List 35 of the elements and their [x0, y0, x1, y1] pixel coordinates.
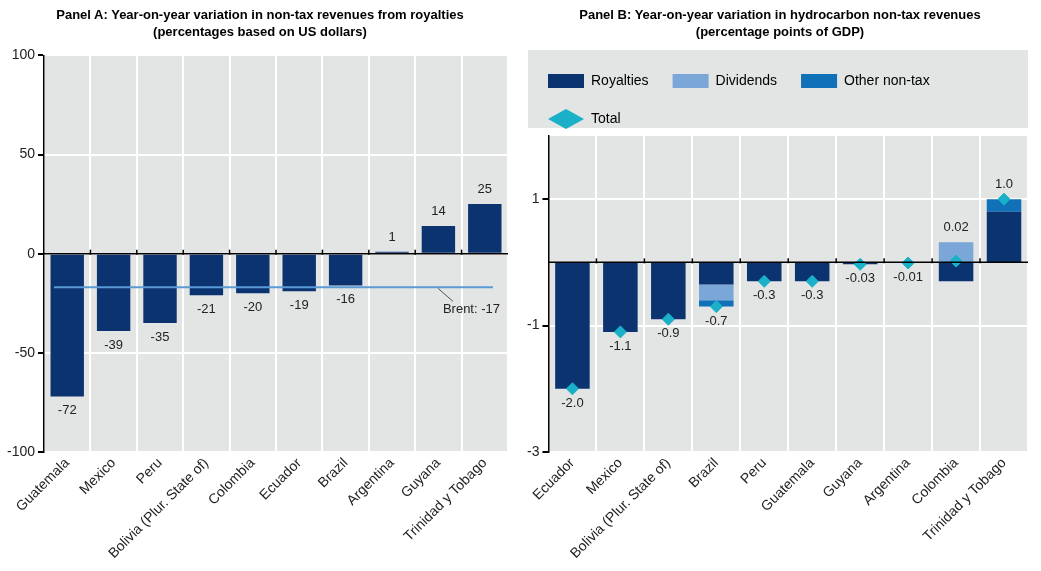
- y-tick-label: 1: [531, 190, 540, 207]
- legend-label: Other non-tax: [844, 71, 930, 88]
- data-label: -2.0: [561, 394, 584, 410]
- y-tick-label: 50: [19, 145, 36, 162]
- data-label: 1.0: [994, 176, 1014, 192]
- chart-title: Panel A: Year-on-year variation in non-tax revenues from royalties (percentages based on US dollars): [55, 6, 465, 41]
- data-label: -0.9: [657, 325, 680, 341]
- data-label: -0.7: [705, 312, 728, 328]
- y-tick-label: -50: [14, 343, 36, 360]
- ref-line-label: Brent: -17: [442, 301, 500, 317]
- legend-label: Total: [591, 109, 621, 126]
- data-label: 14: [431, 202, 446, 218]
- data-label: -20: [243, 299, 263, 315]
- data-label: -16: [336, 291, 356, 307]
- legend-label: Royalties: [591, 71, 649, 88]
- data-label: -0.03: [845, 270, 875, 286]
- data-label: -0.3: [801, 287, 824, 303]
- legend-label: Dividends: [715, 71, 778, 88]
- y-tick-label: -1: [527, 316, 540, 333]
- data-label: 25: [477, 181, 493, 197]
- data-label: -0.01: [893, 269, 923, 285]
- y-tick-label: 0: [27, 244, 36, 261]
- y-tick-label: 100: [11, 46, 36, 63]
- data-label: -35: [150, 329, 170, 345]
- data-label: 1: [388, 228, 396, 244]
- y-tick-label: -100: [6, 442, 36, 459]
- data-label: 0.02: [943, 219, 969, 235]
- y-tick-label: -3: [527, 442, 540, 459]
- data-label: -0.3: [753, 287, 776, 303]
- data-label: -21: [197, 301, 216, 317]
- data-label: -19: [289, 297, 309, 313]
- chart-title: Panel B: Year-on-year variation in hydrocarbon non-tax revenues (percentage points of GDP): [578, 6, 982, 41]
- data-label: -39: [104, 337, 124, 353]
- data-label: -72: [57, 402, 77, 418]
- data-label: -1.1: [609, 337, 632, 353]
